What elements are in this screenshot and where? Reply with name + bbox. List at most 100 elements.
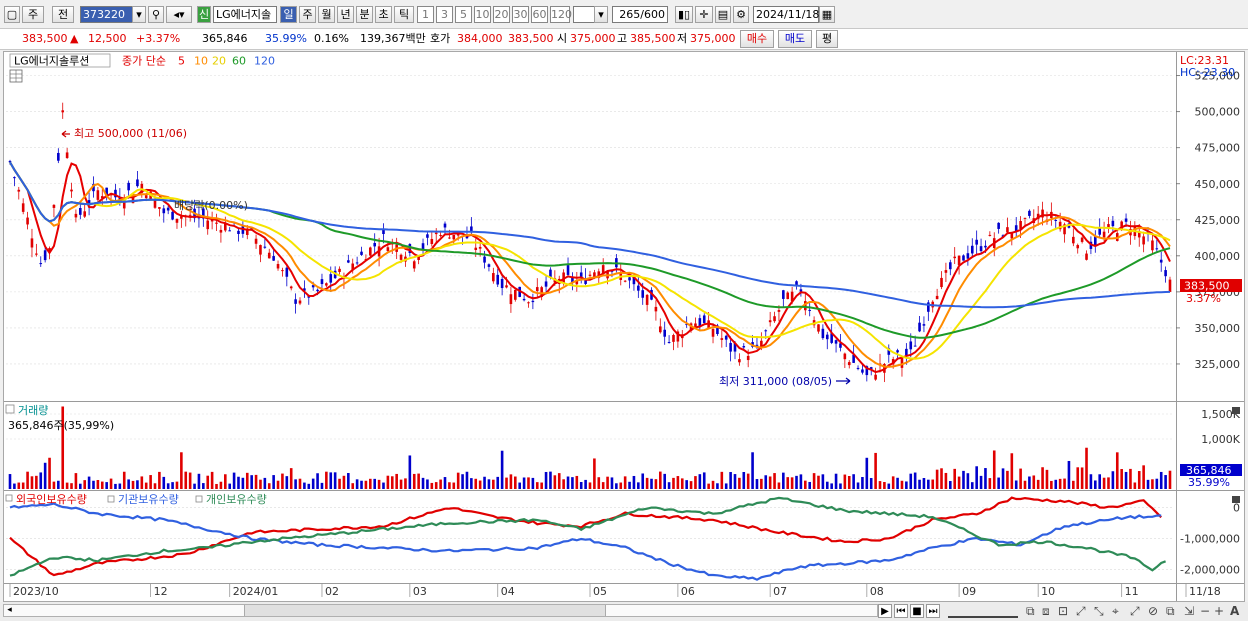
last-icon[interactable]: ⏭ [926,604,940,618]
stock-name-field[interactable]: LG에너지솔 [213,6,277,23]
volume-bar [623,476,627,489]
candle-body [597,271,601,279]
holding-pane-icon[interactable] [5,494,13,502]
candle-body [303,288,306,291]
maximize-pane-icon[interactable] [1232,496,1240,503]
sound-icon[interactable]: ◂▾ [166,6,192,23]
play-icon[interactable]: ▶ [878,604,892,618]
volume-bar [175,481,179,489]
tab-period-week[interactable]: 주 [299,6,316,23]
search-icon[interactable]: ⚲ [148,6,164,23]
count-input[interactable]: 265/600 [612,6,668,23]
minute-option-5[interactable]: 5 [455,6,472,23]
tool-icon[interactable]: ⧉ [1026,604,1035,618]
volume-bar [470,478,473,489]
volume-bar [136,480,139,489]
candle-body [905,348,908,356]
candle-body [1124,218,1128,222]
calendar-icon[interactable]: ▦ [819,6,835,23]
volume-bar [544,471,548,489]
first-icon[interactable]: ⏮ [894,604,908,618]
volume-last-label: 365,846주(35,99%) [8,419,114,432]
tool-icon[interactable]: ⌖ [1112,604,1119,618]
zoom-out-icon[interactable]: − [1200,604,1211,618]
save-icon[interactable]: ▤ [715,6,731,23]
volume-bar [364,480,368,489]
volume-bar [940,468,943,489]
volume-bar [26,471,29,489]
candle-body [808,309,811,311]
tool-icon[interactable]: ⤢ [1130,604,1140,618]
minute-option-3[interactable]: 3 [436,6,453,23]
pointer-icon[interactable]: ⇲ [1184,604,1195,618]
up-arrow-icon: ▲ [70,32,79,45]
tool-icon[interactable]: ⤡ [1094,604,1104,618]
tool-icon[interactable]: ⧉ [1166,604,1175,618]
gear-icon[interactable]: ⚙ [733,6,749,23]
annotation-ex-div: 배당락(0.00%) [174,199,248,212]
zoom-slider[interactable] [948,606,1018,618]
tab-period-second[interactable]: 초 [375,6,392,23]
font-size-icon[interactable]: A [1230,604,1240,618]
period-type-button[interactable]: 주 [22,6,44,23]
tool-icon[interactable]: ⊘ [1148,604,1159,618]
volume-bar [755,479,759,489]
stop-icon[interactable]: ■ [910,604,924,618]
chart-area[interactable]: 325,000 350,000 375,000 400,000 425,000 450,0… [3,51,1245,602]
stock-code-input[interactable]: 373220 [80,6,138,23]
candle-body [8,161,12,163]
tab-period-day[interactable]: 일 [280,6,297,23]
prev-button[interactable]: 전 [52,6,74,23]
crosshair-icon[interactable]: ✛ [695,6,713,23]
candle-body [865,366,869,376]
volume-bar [1058,478,1062,489]
minute-option-30[interactable]: 30 [512,6,529,23]
candle-body [298,300,302,304]
tool-icon[interactable]: ⤢ [1076,604,1086,618]
minute-option-60[interactable]: 60 [531,6,548,23]
candle-body [549,269,552,278]
volume-bar [57,480,60,489]
candle-body [913,345,917,347]
volume-tick-label: 1,500K [1201,408,1240,421]
buy-button[interactable]: 매수 [740,30,774,48]
candle-body [452,234,456,240]
volume-bar [395,473,398,489]
volume-bar [1067,460,1071,489]
tab-period-year[interactable]: 년 [337,6,354,23]
count-value: 265 [619,8,641,21]
minute-option-10[interactable]: 10 [474,6,491,23]
tab-period-minute[interactable]: 분 [356,6,373,23]
tool-icon[interactable]: ⧈ [1042,604,1050,618]
chart-svg[interactable]: 325,000350,000375,000400,000425,000450,0… [4,52,1244,601]
candle-icon[interactable]: ▮▯ [675,6,693,23]
candle-body [746,355,750,361]
legend-stock-name: LG에너지솔루션 [14,55,89,68]
quote-bar: 383,500 ▲ 12,500 +3.37% 365,846 35.99% 0… [0,28,1248,50]
window-icon[interactable]: ▢ [4,6,20,23]
eval-button[interactable]: 평 [816,30,838,48]
chevron-down-icon[interactable]: ▾ [132,6,146,23]
tool-icon[interactable]: ⊡ [1058,604,1069,618]
date-tick-label: 05 [593,585,607,598]
scroll-left-icon[interactable]: ◂ [7,605,12,615]
candle-body [843,353,847,360]
chart-scrollbar[interactable]: ◂ [3,604,878,617]
minute-option-120[interactable]: 120 [550,6,572,23]
candle-body [74,213,78,218]
tab-period-tick[interactable]: 틱 [394,6,414,23]
candle-body [487,264,491,267]
date-input[interactable]: 2024/11/18 [753,6,819,23]
volume-pane-icon[interactable] [5,404,15,414]
volume-bar [298,478,302,489]
volume-bar [694,476,697,489]
scroll-thumb[interactable] [244,605,606,616]
minute-option-20[interactable]: 20 [493,6,510,23]
tab-period-month[interactable]: 월 [318,6,335,23]
sell-button[interactable]: 매도 [778,30,812,48]
maximize-pane-icon[interactable] [1232,407,1240,414]
minute-option-1[interactable]: 1 [417,6,434,23]
zoom-in-icon[interactable]: + [1214,604,1225,618]
candle-body [935,295,939,300]
chevron-down-icon[interactable]: ▾ [594,6,608,23]
